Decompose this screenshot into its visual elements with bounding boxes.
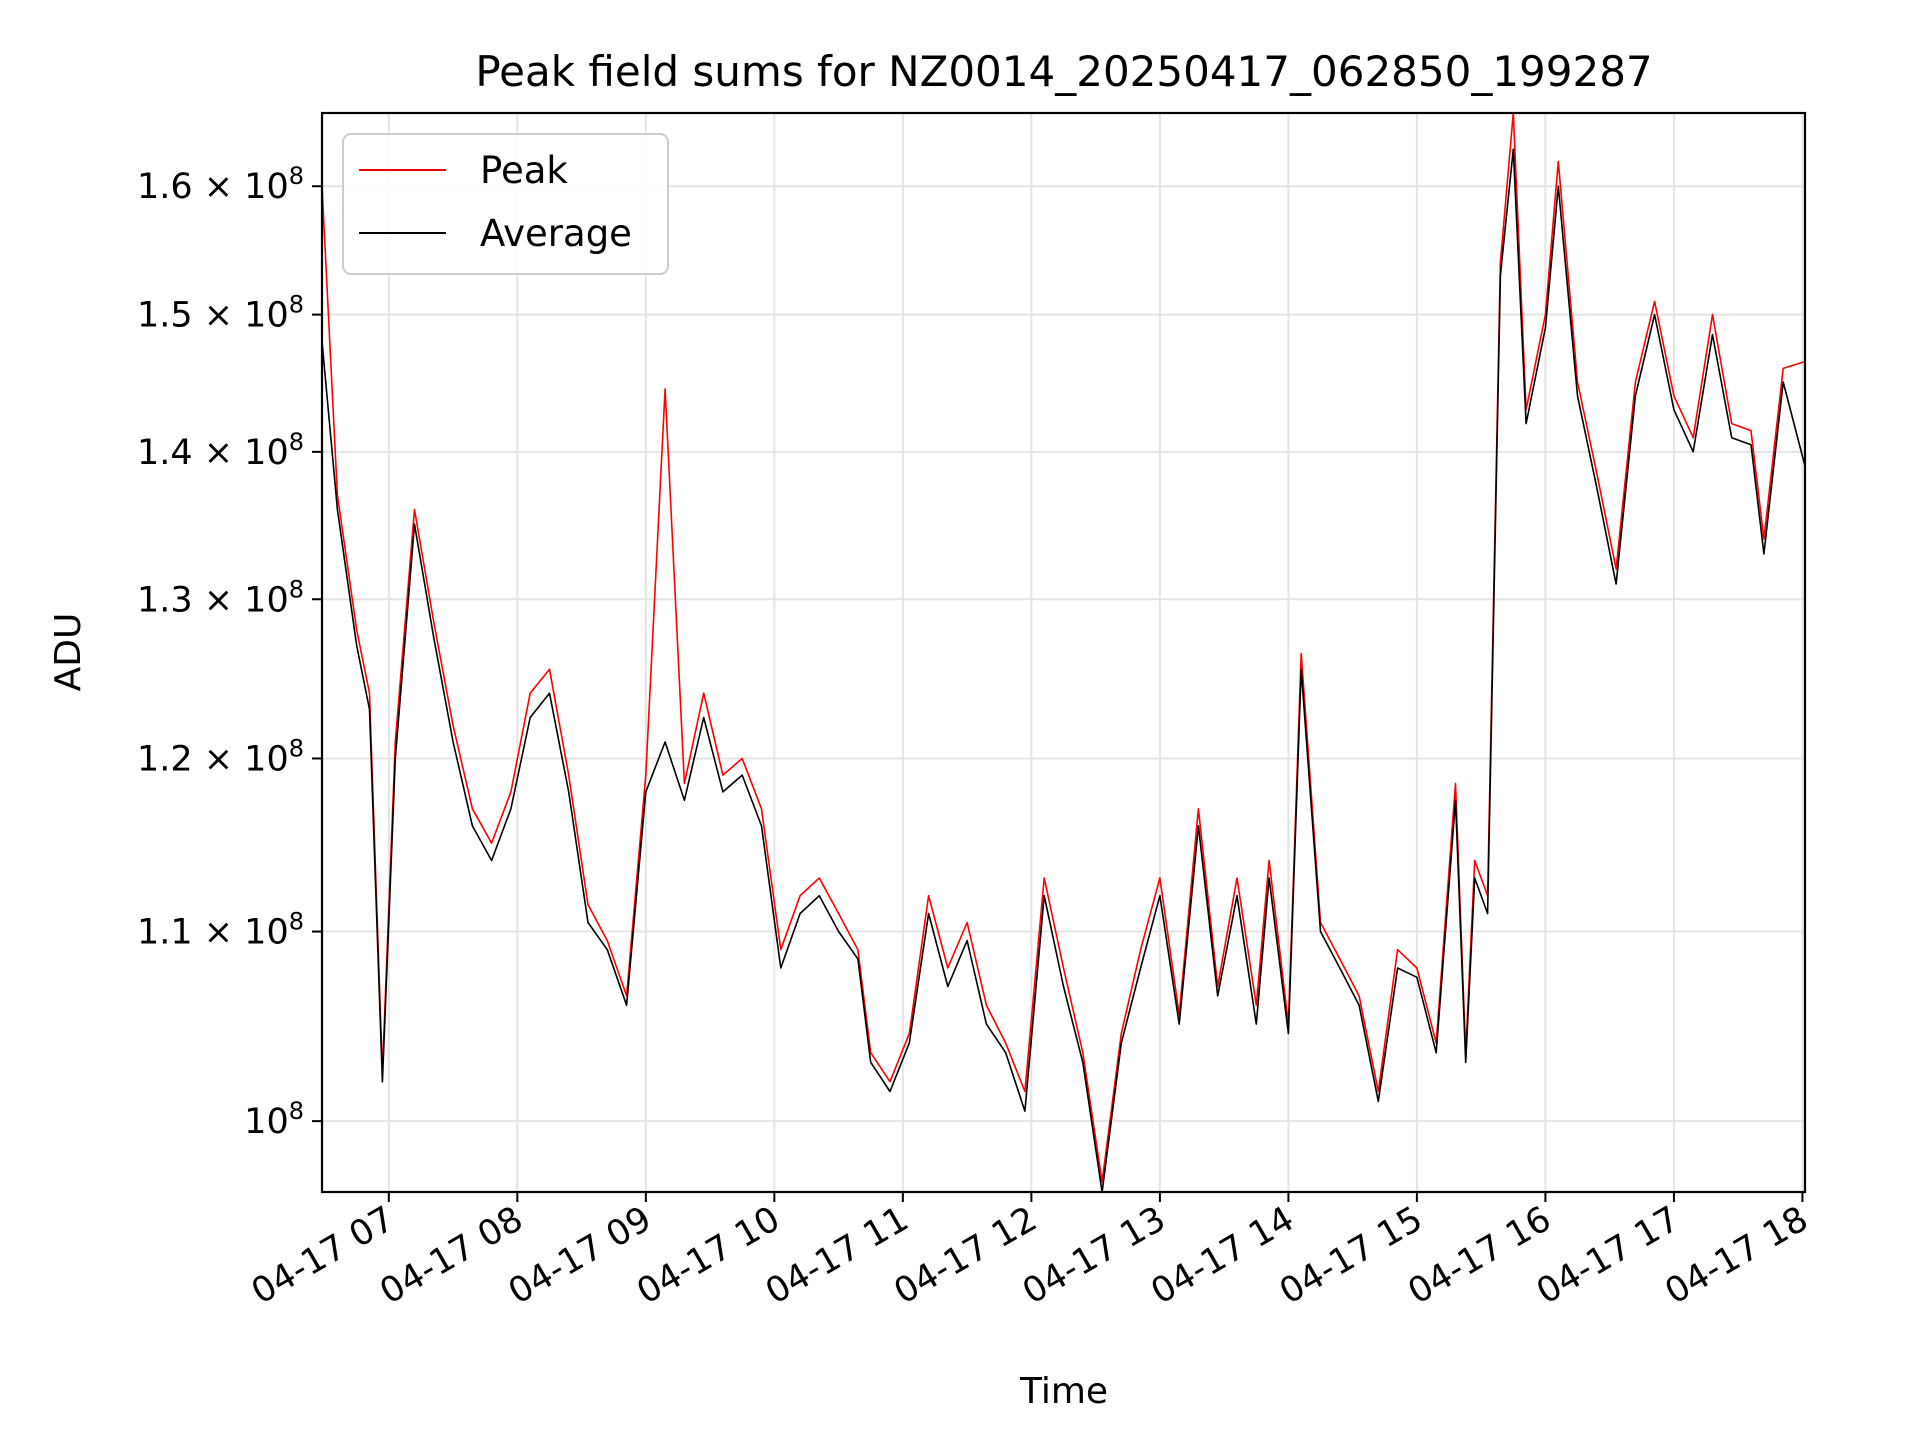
legend: Peak Average	[342, 133, 669, 275]
series-line-average	[321, 148, 1806, 1193]
y-tick-label: 1.4 × 108	[137, 428, 304, 473]
y-tick-label: 1.5 × 108	[137, 291, 304, 336]
y-tick-label: 1.1 × 108	[137, 908, 304, 953]
series-layer	[321, 112, 1806, 1193]
y-tick-label: 1.6 × 108	[137, 162, 304, 207]
y-axis: 108 1.1 × 108 1.2 × 108 1.3 × 108 1.4 × 108 1…	[137, 162, 322, 1142]
y-tick-label: 1.3 × 108	[137, 575, 304, 620]
legend-label-average: Average	[480, 212, 632, 255]
x-axis-label: Time	[1019, 1371, 1108, 1412]
legend-label-peak: Peak	[480, 149, 568, 192]
y-axis-label: ADU	[48, 613, 89, 692]
y-tick-label: 108	[244, 1097, 304, 1142]
series-line-peak	[321, 112, 1806, 1183]
chart-title: Peak field sums for NZ0014_20250417_0628…	[475, 47, 1652, 96]
plot-frame	[320, 111, 1807, 1194]
y-tick-label: 1.2 × 108	[137, 734, 304, 779]
